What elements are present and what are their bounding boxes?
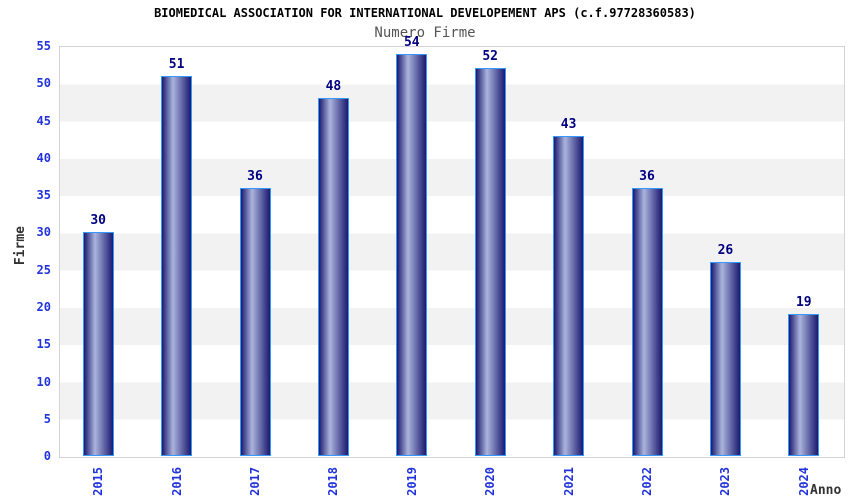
bar-2020: [474, 68, 506, 456]
y-tick-label: 50: [36, 76, 51, 91]
x-axis-title: Anno: [810, 483, 842, 498]
bar-value-label: 52: [482, 49, 499, 65]
x-tick-label: 2024: [796, 467, 811, 496]
bar-2023: [709, 262, 741, 456]
bar-2017: [239, 187, 271, 456]
bar-value-label: 51: [168, 56, 185, 72]
bar-2021: [553, 135, 585, 456]
y-tick-label: 45: [36, 113, 51, 128]
bar-value-label: 36: [247, 168, 263, 184]
bar-2019: [396, 53, 428, 456]
y-tick-label: 0: [43, 449, 51, 463]
bar-2024: [788, 314, 820, 456]
x-tick-label: 2022: [640, 467, 654, 496]
bar-value-label: 36: [639, 168, 655, 184]
y-tick-label: 15: [36, 337, 51, 352]
y-tick-label: 20: [36, 299, 51, 314]
bar-value-label: 26: [717, 243, 734, 259]
chart-title: BIOMEDICAL ASSOCIATION FOR INTERNATIONAL…: [154, 6, 696, 20]
x-tick-label: 2017: [248, 467, 262, 496]
y-tick-label: 55: [36, 39, 51, 53]
y-tick-label: 25: [36, 262, 51, 277]
bar-value-label: 48: [325, 79, 342, 95]
x-tick-label: 2021: [561, 467, 576, 496]
x-tick-label: 2015: [91, 467, 106, 496]
bar-value-label: 30: [90, 213, 107, 229]
y-tick-label: 10: [36, 374, 51, 389]
bar-2016: [161, 75, 193, 456]
bar-value-label: 19: [795, 295, 812, 311]
bar-value-label: 43: [560, 116, 577, 132]
bar-2015: [82, 232, 114, 456]
bar-value-label: 54: [403, 34, 420, 50]
bar-2018: [317, 98, 349, 456]
y-tick-label: 40: [36, 150, 51, 165]
y-tick-label: 30: [36, 225, 51, 240]
x-tick-label: 2020: [483, 467, 498, 496]
y-tick-label: 35: [36, 188, 51, 203]
chart-subtitle: Numero Firme: [374, 25, 476, 41]
x-tick-label: 2018: [326, 467, 341, 496]
bar-2022: [631, 187, 663, 456]
x-tick-label: 2023: [718, 467, 733, 496]
x-tick-label: 2019: [404, 467, 419, 496]
x-tick-label: 2016: [169, 467, 184, 496]
y-tick-label: 5: [43, 411, 51, 426]
